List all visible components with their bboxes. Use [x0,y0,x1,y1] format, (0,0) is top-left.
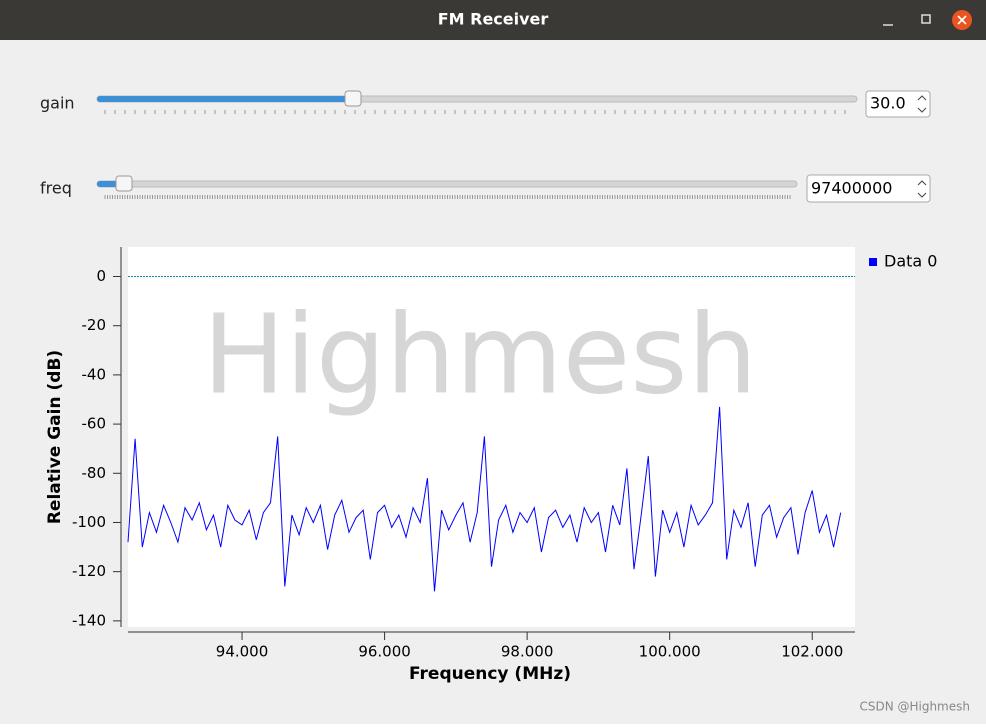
x-tick-label: 98.000 [501,643,554,661]
spinbox-value: 97400000 [811,179,892,198]
control-label: freq [40,179,72,198]
slider-handle[interactable] [344,90,362,107]
close-icon [957,15,967,25]
y-tick-label: -60 [82,415,107,433]
slider-track[interactable] [96,180,798,188]
data-line [127,406,842,592]
x-tick-label: 96.000 [358,643,411,661]
slider-handle[interactable] [115,175,133,192]
title-bar [0,0,986,40]
plot: 0 -20 -40 -60 -80 -100 -120 -140 94.000 96.000 98.… [72,252,938,661]
x-axis-label: Frequency (MHz) [409,664,571,684]
y-tick-label: -80 [82,464,107,482]
y-tick-label: -40 [82,365,107,383]
y-tick-label: -100 [72,513,106,531]
x-tick-label: 94.000 [216,643,269,661]
spinbox-value: 30.0 [870,94,906,113]
slider-ticks [104,110,846,114]
y-tick-label: -120 [72,562,106,580]
watermark: Highmesh [203,290,758,418]
control-label: gain [40,94,75,113]
x-tick-label: 102.000 [781,643,843,661]
window-title: FM Receiver [438,10,549,29]
spinbox[interactable] [865,90,931,118]
y-tick-label: -140 [72,611,106,629]
spinbox[interactable] [806,174,931,203]
y-tick-label: 0 [96,267,106,285]
credit: CSDN @Highmesh [859,700,970,714]
spin-arrows[interactable] [917,180,927,198]
y-axis-label: Relative Gain (dB) [45,350,65,524]
slider-fill [97,96,353,102]
spin-arrows[interactable] [917,95,927,113]
x-tick-label: 100.000 [639,643,701,661]
slider-ticks [104,195,791,199]
y-tick-label: -20 [82,316,107,334]
maximize-button[interactable] [921,14,931,24]
legend-label: Data 0 [884,252,937,271]
legend-swatch [869,258,877,266]
